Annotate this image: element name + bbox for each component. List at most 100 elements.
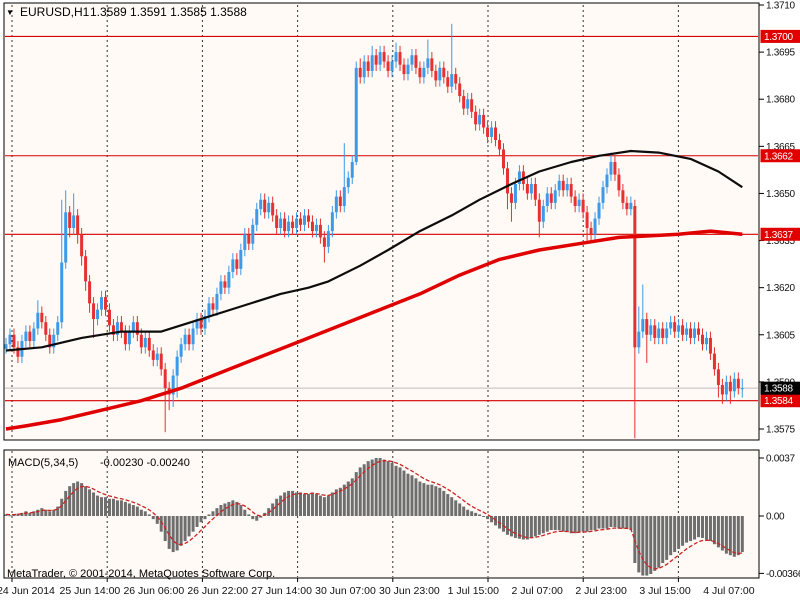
candle-body-bear <box>494 127 498 141</box>
candle-body-bull <box>577 199 581 207</box>
macd-histogram-bar <box>533 516 537 537</box>
candle-body-bear <box>442 67 446 78</box>
candle-body-bear <box>661 328 665 338</box>
macd-histogram-bar <box>410 475 414 516</box>
macd-histogram-bar <box>231 500 235 516</box>
candle-body-bull <box>565 184 569 191</box>
candle-body-bear <box>139 334 143 348</box>
candle-body-bear <box>211 303 215 310</box>
slow-ma-line <box>5 229 743 431</box>
candle-body-bull <box>175 356 179 376</box>
time-axis[interactable]: 24 Jun 2014 25 Jun 14:00 26 Jun 06:00 26 Ju… <box>0 578 755 597</box>
candle-body-bull <box>350 162 354 178</box>
macd-histogram-bar <box>255 516 259 521</box>
candle-body-bear <box>625 202 629 210</box>
macd-histogram-bar <box>354 472 358 516</box>
candle-body-bear <box>299 218 303 225</box>
candle-body-bear <box>199 319 203 329</box>
macd-indicator-values: -0.00230 -0.00240 <box>100 457 190 469</box>
macd-histogram-bar <box>68 486 72 516</box>
candle-body-bull <box>513 184 517 203</box>
macd-histogram-bar <box>716 516 720 548</box>
current-price-badge <box>760 381 800 395</box>
candle-body-bull <box>649 325 653 335</box>
macd-histogram-bar <box>708 516 712 542</box>
macd-histogram-bar <box>430 484 434 516</box>
main-price-pane[interactable] <box>4 3 759 440</box>
candle-body-bull <box>64 212 68 263</box>
time-axis-label: 1 Jul 15:00 <box>448 585 500 597</box>
candle-body-bull <box>665 328 669 338</box>
moving-averages <box>5 149 743 431</box>
macd-histogram-bar <box>414 478 418 516</box>
level-price-badge <box>760 149 800 163</box>
macd-histogram-bar <box>458 503 462 516</box>
macd-histogram-bar <box>446 494 450 516</box>
macd-histogram-bar <box>179 516 183 546</box>
macd-histogram-bar <box>382 459 386 516</box>
candle-body-bear <box>533 184 537 200</box>
price-axis-label: 1.3695 <box>766 48 796 59</box>
macd-histogram-bar <box>287 490 291 516</box>
candle-body-bull <box>326 231 330 247</box>
candle-body-bull <box>724 381 728 395</box>
copyright-label: MetaTrader, © 2001-2014, MetaQuotes Soft… <box>7 568 275 580</box>
candle-body-bull <box>334 196 338 213</box>
candle-body-bear <box>681 325 685 335</box>
macd-histogram-bar <box>346 481 350 516</box>
candle-body-bear <box>111 325 115 335</box>
macd-histogram-bar <box>701 516 704 538</box>
price-axis[interactable]: 1.37101.36951.36801.36651.36501.36351.36… <box>759 1 796 436</box>
macd-histogram-bar <box>521 516 525 540</box>
macd-histogram-bar <box>358 467 362 516</box>
candle-body-bull <box>36 312 40 329</box>
candle-body-bear <box>728 381 732 392</box>
macd-histogram-bar <box>76 481 80 516</box>
macd-histogram-bar <box>16 513 20 516</box>
macd-axis[interactable]: 0.0037 0.00 -0.00366 <box>759 453 800 580</box>
time-axis-label: 26 Jun 06:00 <box>123 585 184 597</box>
candle-body-bear <box>271 202 275 216</box>
candle-body-bull <box>362 61 366 78</box>
candle-body-bear <box>76 215 80 235</box>
price-badge-label: 1.3584 <box>764 396 794 407</box>
candle-body-bull <box>545 193 549 207</box>
macd-histogram-bar <box>561 516 565 532</box>
candle-body-bear <box>585 212 589 228</box>
macd-histogram-bar <box>235 501 239 516</box>
macd-histogram-bar <box>56 506 60 516</box>
candle-body-bull <box>601 187 605 203</box>
candle-body-bear <box>653 325 657 338</box>
macd-histogram-bar <box>283 492 287 516</box>
candle-body-bull <box>287 221 291 232</box>
macd-histogram-bar <box>490 516 494 523</box>
macd-histogram-bar <box>665 516 669 560</box>
macd-histogram-bar <box>123 501 127 516</box>
symbol-dropdown-marker-icon[interactable]: ▼ <box>6 8 14 17</box>
macd-histogram-bar <box>541 516 545 534</box>
macd-histogram-bar <box>529 516 533 538</box>
macd-histogram-bar <box>661 516 665 564</box>
macd-histogram-bar <box>310 492 314 516</box>
macd-histogram-bar <box>422 483 426 516</box>
candle-body-bull <box>131 322 135 332</box>
macd-histogram-bar <box>374 457 378 516</box>
candle-body-bear <box>398 52 402 65</box>
candle-body-bull <box>669 322 673 329</box>
macd-histogram-bar <box>502 516 505 532</box>
macd-histogram-bar <box>525 516 529 540</box>
candle-body-bear <box>374 55 378 65</box>
candle-body-bear <box>310 221 314 232</box>
macd-histogram-bar <box>175 516 179 551</box>
candle-body-bear <box>88 281 92 304</box>
candle-body-bear <box>645 319 649 335</box>
chart-title-quote: 1.3589 1.3591 1.3585 1.3588 <box>90 5 247 19</box>
macd-histogram-bar <box>545 516 549 532</box>
candle-body-bull <box>267 202 271 213</box>
candle-body-bear <box>147 337 151 351</box>
price-badge-label: 1.3588 <box>764 384 794 395</box>
macd-histogram-bar <box>390 462 394 516</box>
macd-histogram-bar <box>474 512 478 516</box>
candle-body-bear <box>159 353 163 370</box>
candle-body-bear <box>569 184 573 197</box>
